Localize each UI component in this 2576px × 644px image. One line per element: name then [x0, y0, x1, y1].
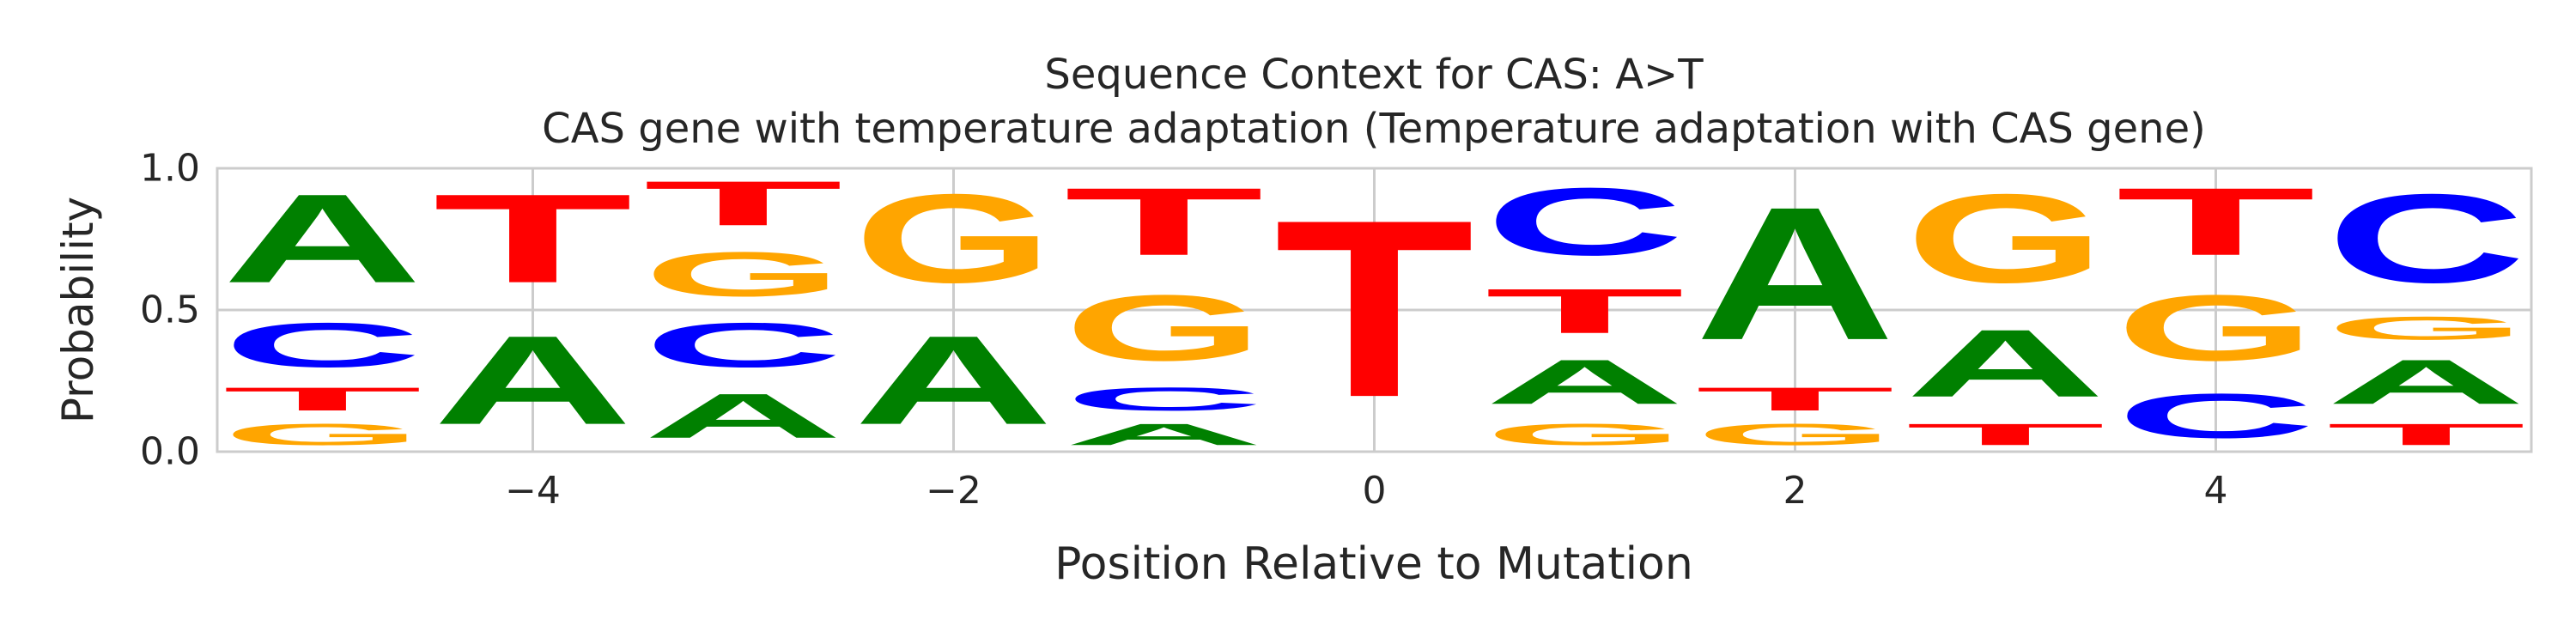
y-tick-label: 0.0	[140, 430, 200, 474]
logo-letter-G: G	[2326, 310, 2526, 347]
logo-letter-C: C	[2116, 380, 2316, 452]
axis-ticks: −4 −2 0 2 4 0.0 0.5 1.0	[140, 147, 2227, 513]
x-tick-label: −4	[505, 469, 561, 513]
logo-letter-A: A	[1695, 167, 1895, 380]
chart-subtitle: CAS gene with temperature adaptation (Te…	[542, 105, 2206, 153]
logo-letter-C: C	[643, 309, 843, 380]
logo-letter-T: T	[2116, 167, 2316, 275]
logo-letter-G: G	[1905, 168, 2105, 309]
logo-letter-T: T	[1485, 276, 1685, 346]
plot-frame	[216, 167, 2533, 453]
logo-letter-T: T	[1064, 167, 1264, 275]
x-tick-label: 4	[2204, 469, 2228, 513]
logo-letter-T: T	[2326, 417, 2526, 451]
logo-letter-G: G	[854, 168, 1054, 309]
logo-letter-A: A	[1905, 310, 2105, 417]
logo-letter-A: A	[643, 380, 843, 452]
logo-letter-A: A	[433, 310, 633, 452]
y-tick-label: 0.5	[140, 289, 200, 332]
y-axis-label: Probability	[53, 197, 103, 423]
logo-letter-G: G	[1064, 276, 1264, 380]
x-tick-label: −2	[926, 469, 981, 513]
logo-letter-A: A	[854, 310, 1054, 452]
y-tick-label: 1.0	[140, 147, 200, 191]
x-tick-label: 2	[1783, 469, 1807, 513]
logo-letter-G: G	[643, 240, 843, 310]
logo-letter-G: G	[2116, 276, 2316, 380]
logo-letter-G: G	[1485, 417, 1685, 452]
logo-letter-T: T	[1274, 168, 1474, 451]
logo-letter-C: C	[2326, 168, 2526, 310]
x-axis-label: Position Relative to Mutation	[1054, 538, 1693, 590]
logo-letter-A: A	[2326, 346, 2526, 417]
logo-letter-C: C	[222, 309, 422, 380]
logo-letter-A: A	[1485, 346, 1685, 417]
logo-letter-T: T	[1695, 380, 1895, 417]
logo-letter-C: C	[1485, 168, 1685, 276]
logo-letter-T: T	[433, 168, 633, 309]
chart-title: Sequence Context for CAS: A>T	[1044, 51, 1704, 99]
logo-letter-A: A	[1064, 417, 1264, 452]
logo-letter-A: A	[222, 168, 422, 310]
logo-letter-T: T	[643, 168, 843, 239]
logo-letter-G: G	[1695, 417, 1895, 452]
logo-letter-G: G	[222, 417, 422, 452]
logo-letter-T: T	[222, 380, 422, 417]
logo-letter-C: C	[1064, 380, 1264, 417]
logo-letter-T: T	[1905, 417, 2105, 451]
x-tick-label: 0	[1363, 469, 1387, 513]
